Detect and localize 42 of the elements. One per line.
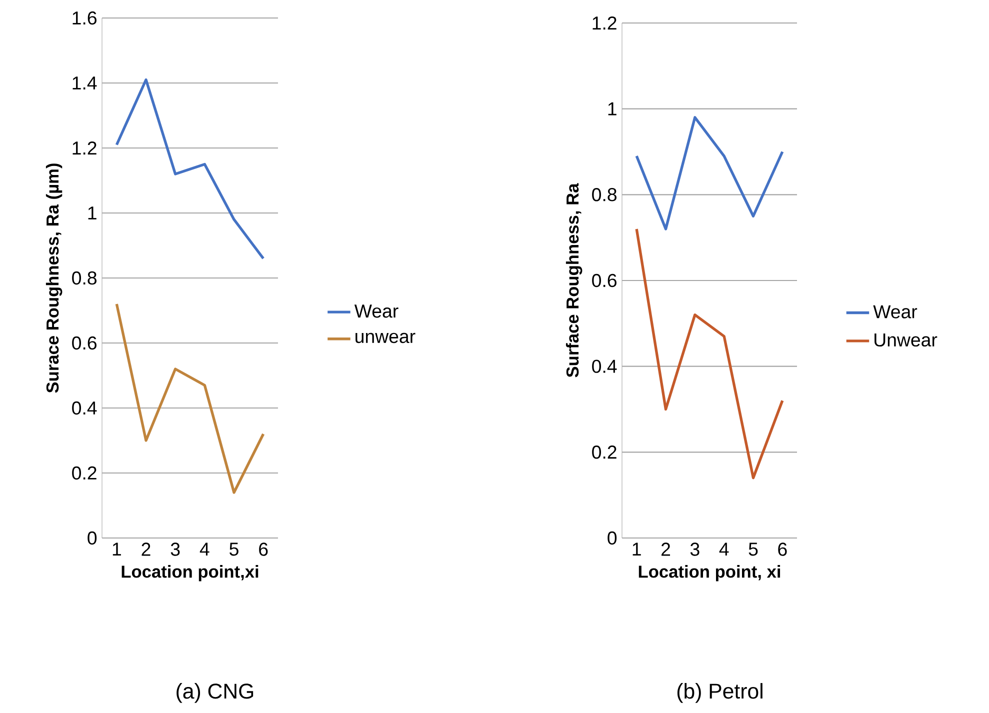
y-tick-label: 0.8 [592,188,616,202]
x-tick-label: 3 [170,542,180,556]
y-tick-label: 1.4 [72,76,97,90]
x-tick-label: 2 [662,542,670,556]
y-tick-label: 1 [88,206,96,220]
line-series [115,302,265,494]
x-tick-label: 4 [719,542,729,556]
x-tick-label: 4 [200,542,210,556]
line-series [115,78,265,260]
y-tick-label: 0.6 [592,274,616,288]
y-axis-title: Surface Roughness, Ra [566,183,582,378]
x-tick-label: 6 [778,542,787,556]
text: (a) CNG [176,683,254,703]
y-tick-label: 0.2 [72,466,96,480]
x-tick-label: 1 [112,542,121,556]
y-tick-label: 0.6 [72,336,96,350]
x-tick-label: 2 [142,542,150,556]
y-tick-label: 0 [88,531,97,545]
legend-label: Unwear [874,334,938,347]
text: (b) Petrol [677,683,762,703]
x-tick-label: 5 [230,542,238,556]
x-tick-label: 3 [690,542,700,556]
x-tick-label: 1 [632,542,641,556]
x-tick-label: 6 [259,542,268,556]
x-axis-title: Location point, xi [638,565,780,582]
legend-label: Wear [873,305,918,318]
y-tick-label: 1.2 [72,141,96,155]
y-axis-title: Surace Roughness, Ra (µm) [46,164,62,393]
y-tick-label: 1.6 [72,11,96,25]
line-series [635,116,784,230]
y-tick-label: 0.8 [72,271,96,285]
y-tick-label: 0 [608,531,617,545]
y-tick-label: 0.4 [72,401,97,415]
legend-label: Wear [354,304,398,318]
x-axis-title: Location point,xi [122,565,258,582]
y-tick-label: 1 [608,102,616,116]
line-series [635,228,784,480]
y-tick-label: 0.2 [592,446,616,459]
y-tick-label: 1.2 [592,16,616,30]
legend-label: unwear [356,332,416,344]
x-tick-label: 5 [748,542,758,556]
y-tick-label: 0.4 [592,360,617,373]
